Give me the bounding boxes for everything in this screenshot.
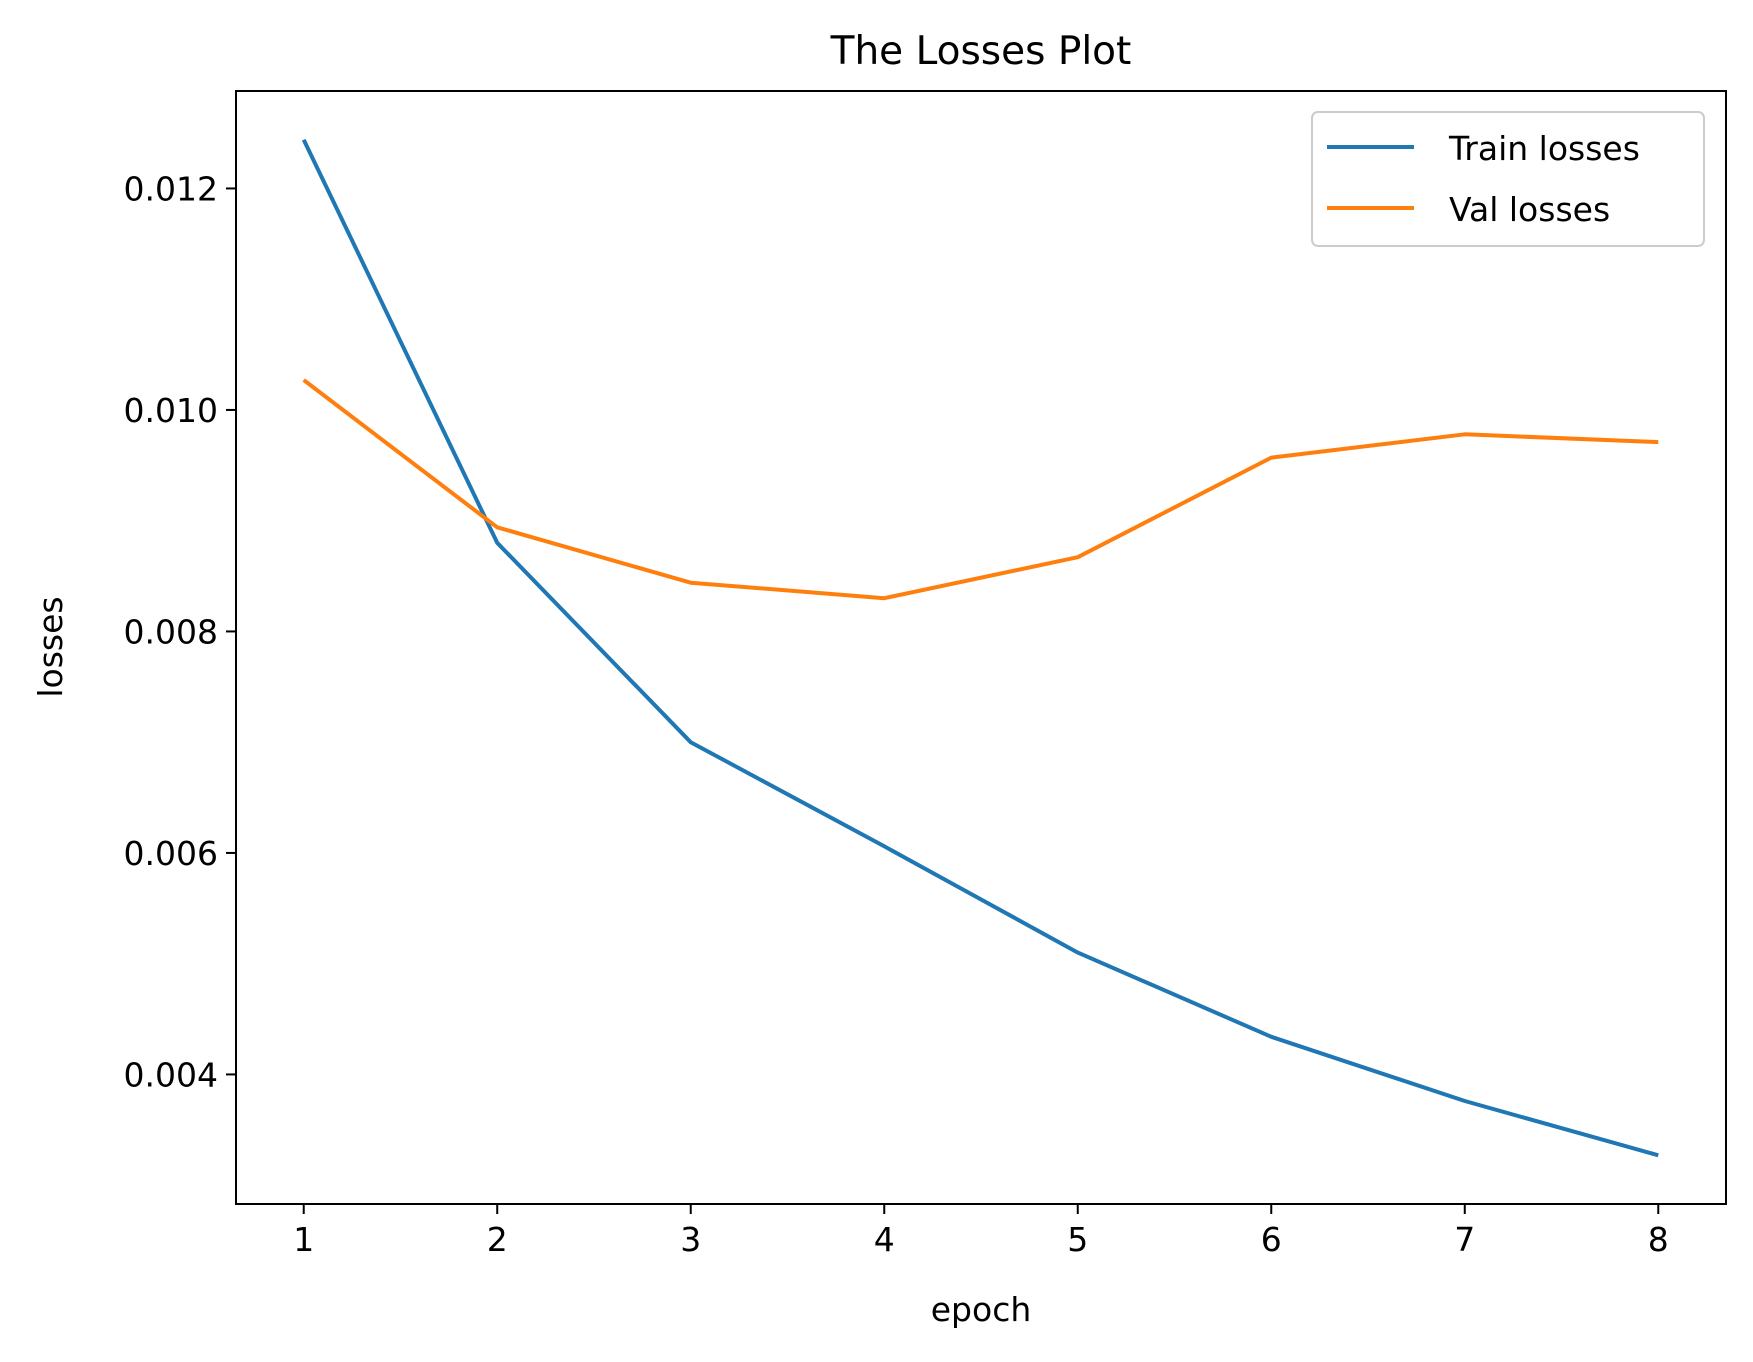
- legend-label-train: Train losses: [1448, 129, 1640, 168]
- x-tick-label: 8: [1648, 1220, 1669, 1259]
- legend: Train losses Val losses: [1311, 111, 1705, 247]
- y-tick-label: 0.012: [124, 169, 218, 208]
- x-tick-label: 7: [1454, 1220, 1475, 1259]
- chart-title: The Losses Plot: [830, 29, 1132, 74]
- x-tick-label: 2: [487, 1220, 508, 1259]
- y-tick-label: 0.006: [124, 834, 218, 873]
- x-tick-label: 3: [680, 1220, 701, 1259]
- series-line-val-losses: [302, 378, 1659, 601]
- y-tick-label: 0.004: [124, 1055, 218, 1094]
- x-axis-label: epoch: [931, 1290, 1032, 1329]
- y-tick-label: 0.008: [124, 612, 218, 651]
- y-tick-label: 0.010: [124, 391, 218, 430]
- series-line-train-losses: [301, 138, 1659, 1158]
- legend-label-val: Val losses: [1449, 190, 1610, 229]
- series-layer: [301, 138, 1659, 1158]
- ticks-layer: 1 2 3 4 5 6 7 8 0.004 0.006 0.008 0.010 0.012: [124, 169, 1669, 1259]
- plot-frame: [235, 90, 1727, 1205]
- y-axis-label: losses: [31, 596, 70, 697]
- x-tick-label: 1: [293, 1220, 314, 1259]
- x-tick-label: 5: [1067, 1220, 1088, 1259]
- x-tick-label: 4: [874, 1220, 895, 1259]
- x-tick-label: 6: [1261, 1220, 1282, 1259]
